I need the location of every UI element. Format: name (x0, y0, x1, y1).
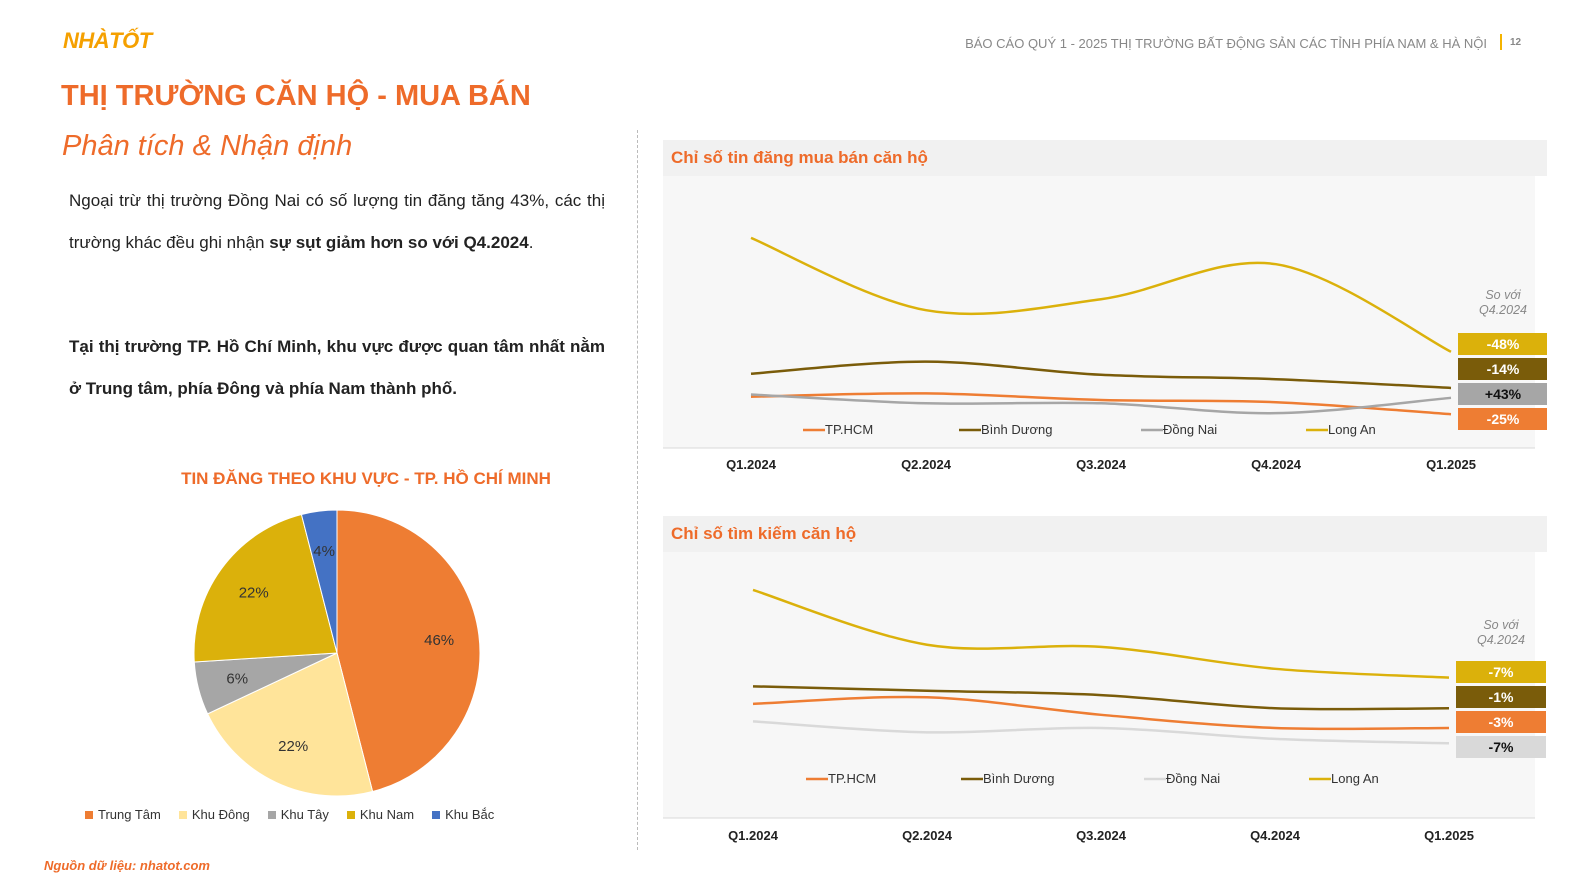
search-index-title: Chỉ số tìm kiếm căn hộ (671, 524, 857, 543)
page-number: 12 (1510, 37, 1522, 48)
comparison-badge-value: -48% (1487, 336, 1520, 352)
paragraph-1-end: . (528, 233, 534, 252)
page-title: THỊ TRƯỜNG CĂN HỘ - MUA BÁN (61, 80, 531, 112)
x-tick-label: Q2.2024 (901, 457, 952, 472)
pie-chart-title: TIN ĐĂNG THEO KHU VỰC - TP. HỒ CHÍ MINH (181, 469, 551, 488)
paragraph-1-text: Ngoại trừ thị trường Đồng Nai có số lượn… (69, 191, 605, 252)
x-tick-label: Q3.2024 (1076, 828, 1127, 843)
pie-slice-khu-đông (206, 652, 374, 797)
legend-label: TP.HCM (825, 422, 873, 437)
pie-slice-trung-tâm (336, 509, 481, 793)
x-tick-label: Q2.2024 (902, 828, 953, 843)
pie-legend-label: Trung Tâm (98, 807, 161, 822)
x-tick-label: Q3.2024 (1076, 457, 1127, 472)
nhatot-logo: NHÀTỐT (63, 28, 152, 53)
pie-slice-khu-nam (193, 513, 338, 663)
search-index-chart: Q1.2024 Q2.2024 Q3.2024 Q4.2024 Q1.2025 TP.HC… (663, 552, 1546, 843)
legend-label: Bình Dương (983, 771, 1054, 786)
pie-legend-swatch (346, 810, 355, 819)
comparison-badge-value: -3% (1489, 714, 1514, 730)
comparison-badge (1458, 408, 1547, 430)
x-tick-label: Q1.2025 (1426, 457, 1476, 472)
series-line-tp-hcm (752, 695, 1450, 731)
pie-slice-khu-bắc (300, 509, 338, 654)
pie-chart: 46% 22% 6% 22% 4% (193, 509, 481, 797)
column-divider (637, 130, 638, 850)
comparison-badge (1456, 661, 1546, 683)
pie-legend-label: Khu Tây (280, 807, 329, 822)
data-source-note: Nguồn dữ liệu: nhatot.com (44, 858, 210, 873)
pie-legend-item: Khu Nam (346, 807, 415, 822)
pie-legend-swatch (178, 810, 187, 819)
pie-legend-item: Khu Đông (178, 807, 250, 822)
x-tick-label: Q1.2024 (726, 457, 777, 472)
pie-legend-swatch (432, 810, 441, 819)
search-index-panel-header: Chỉ số tìm kiếm căn hộ (663, 516, 1547, 552)
x-tick-label: Q4.2024 (1250, 828, 1301, 843)
series-line-b-nh-d-ng (750, 360, 1452, 390)
comparison-badge-value: -1% (1489, 689, 1514, 705)
plot-area (663, 176, 1535, 448)
pie-legend-label: Khu Nam (359, 807, 415, 822)
comparison-badge-value: -14% (1487, 361, 1520, 377)
pie-legend-item: Trung Tâm (85, 807, 161, 822)
comparison-badge (1456, 736, 1546, 758)
x-tick-label: Q1.2025 (1424, 828, 1474, 843)
comparison-label-line-2: Q4.2024 (1479, 303, 1527, 317)
analysis-paragraph-2: Tại thị trường TP. Hồ Chí Minh, khu vực … (69, 337, 605, 398)
pie-data-label: 46% (424, 632, 454, 649)
legend-label: Long An (1331, 771, 1379, 786)
legend-label: Đồng Nai (1163, 422, 1217, 437)
listing-index-panel-header: Chỉ số tin đăng mua bán căn hộ (663, 140, 1547, 176)
pie-data-label: 22% (239, 584, 269, 601)
comparison-badge-value: -25% (1487, 411, 1520, 427)
pie-legend: Trung Tâm Khu Đông Khu Tây Khu Nam Khu Bắc (85, 807, 605, 822)
page-subtitle: Phân tích & Nhận định (62, 130, 353, 162)
comparison-badge (1456, 711, 1546, 733)
series-line-long-an (752, 588, 1450, 679)
pie-legend-item: Khu Bắc (432, 807, 494, 822)
comparison-badge-value: +43% (1485, 386, 1522, 402)
x-tick-label: Q4.2024 (1251, 457, 1302, 472)
x-tick-label: Q1.2024 (728, 828, 779, 843)
series-line-b-nh-d-ng (752, 685, 1450, 711)
comparison-badge (1458, 383, 1547, 405)
comparison-badge (1458, 358, 1547, 380)
series-line-long-an (750, 236, 1452, 353)
series-line--ng-nai (752, 720, 1450, 745)
comparison-label-line-1: So với (1485, 288, 1522, 302)
pie-legend-swatch (267, 810, 276, 819)
pie-data-label: 6% (226, 671, 248, 688)
legend-label: TP.HCM (828, 771, 876, 786)
pie-legend-swatch (85, 810, 93, 819)
comparison-badge (1456, 686, 1546, 708)
series-line--ng-nai (750, 393, 1452, 415)
pie-data-label: 22% (278, 738, 308, 755)
comparison-label-line-1: So với (1483, 618, 1520, 632)
paragraph-1-bold: sự sụt giảm hơn so với Q4.2024 (269, 233, 529, 252)
legend-label: Long An (1328, 422, 1376, 437)
page-number-separator (1500, 34, 1502, 50)
listing-index-chart: Q1.2024 Q2.2024 Q3.2024 Q4.2024 Q1.2025 TP.HC… (663, 176, 1547, 472)
comparison-badge-value: -7% (1489, 739, 1514, 755)
plot-area (663, 552, 1535, 818)
legend-label: Đồng Nai (1166, 771, 1220, 786)
legend-label: Bình Dương (981, 422, 1052, 437)
pie-data-label: 4% (313, 543, 335, 560)
pie-legend-label: Khu Bắc (445, 807, 495, 822)
pie-legend-label: Khu Đông (191, 807, 250, 822)
report-title: BÁO CÁO QUÝ 1 - 2025 THỊ TRƯỜNG BẤT ĐỘNG… (965, 36, 1487, 51)
comparison-label-line-2: Q4.2024 (1477, 633, 1525, 647)
pie-legend-item: Khu Tây (267, 807, 329, 822)
comparison-badge (1458, 333, 1547, 355)
comparison-badge-value: -7% (1489, 664, 1514, 680)
analysis-paragraph-1: Ngoại trừ thị trường Đồng Nai có số lượn… (69, 180, 605, 264)
series-line-tp-hcm (750, 392, 1452, 416)
listing-index-title: Chỉ số tin đăng mua bán căn hộ (671, 148, 928, 167)
